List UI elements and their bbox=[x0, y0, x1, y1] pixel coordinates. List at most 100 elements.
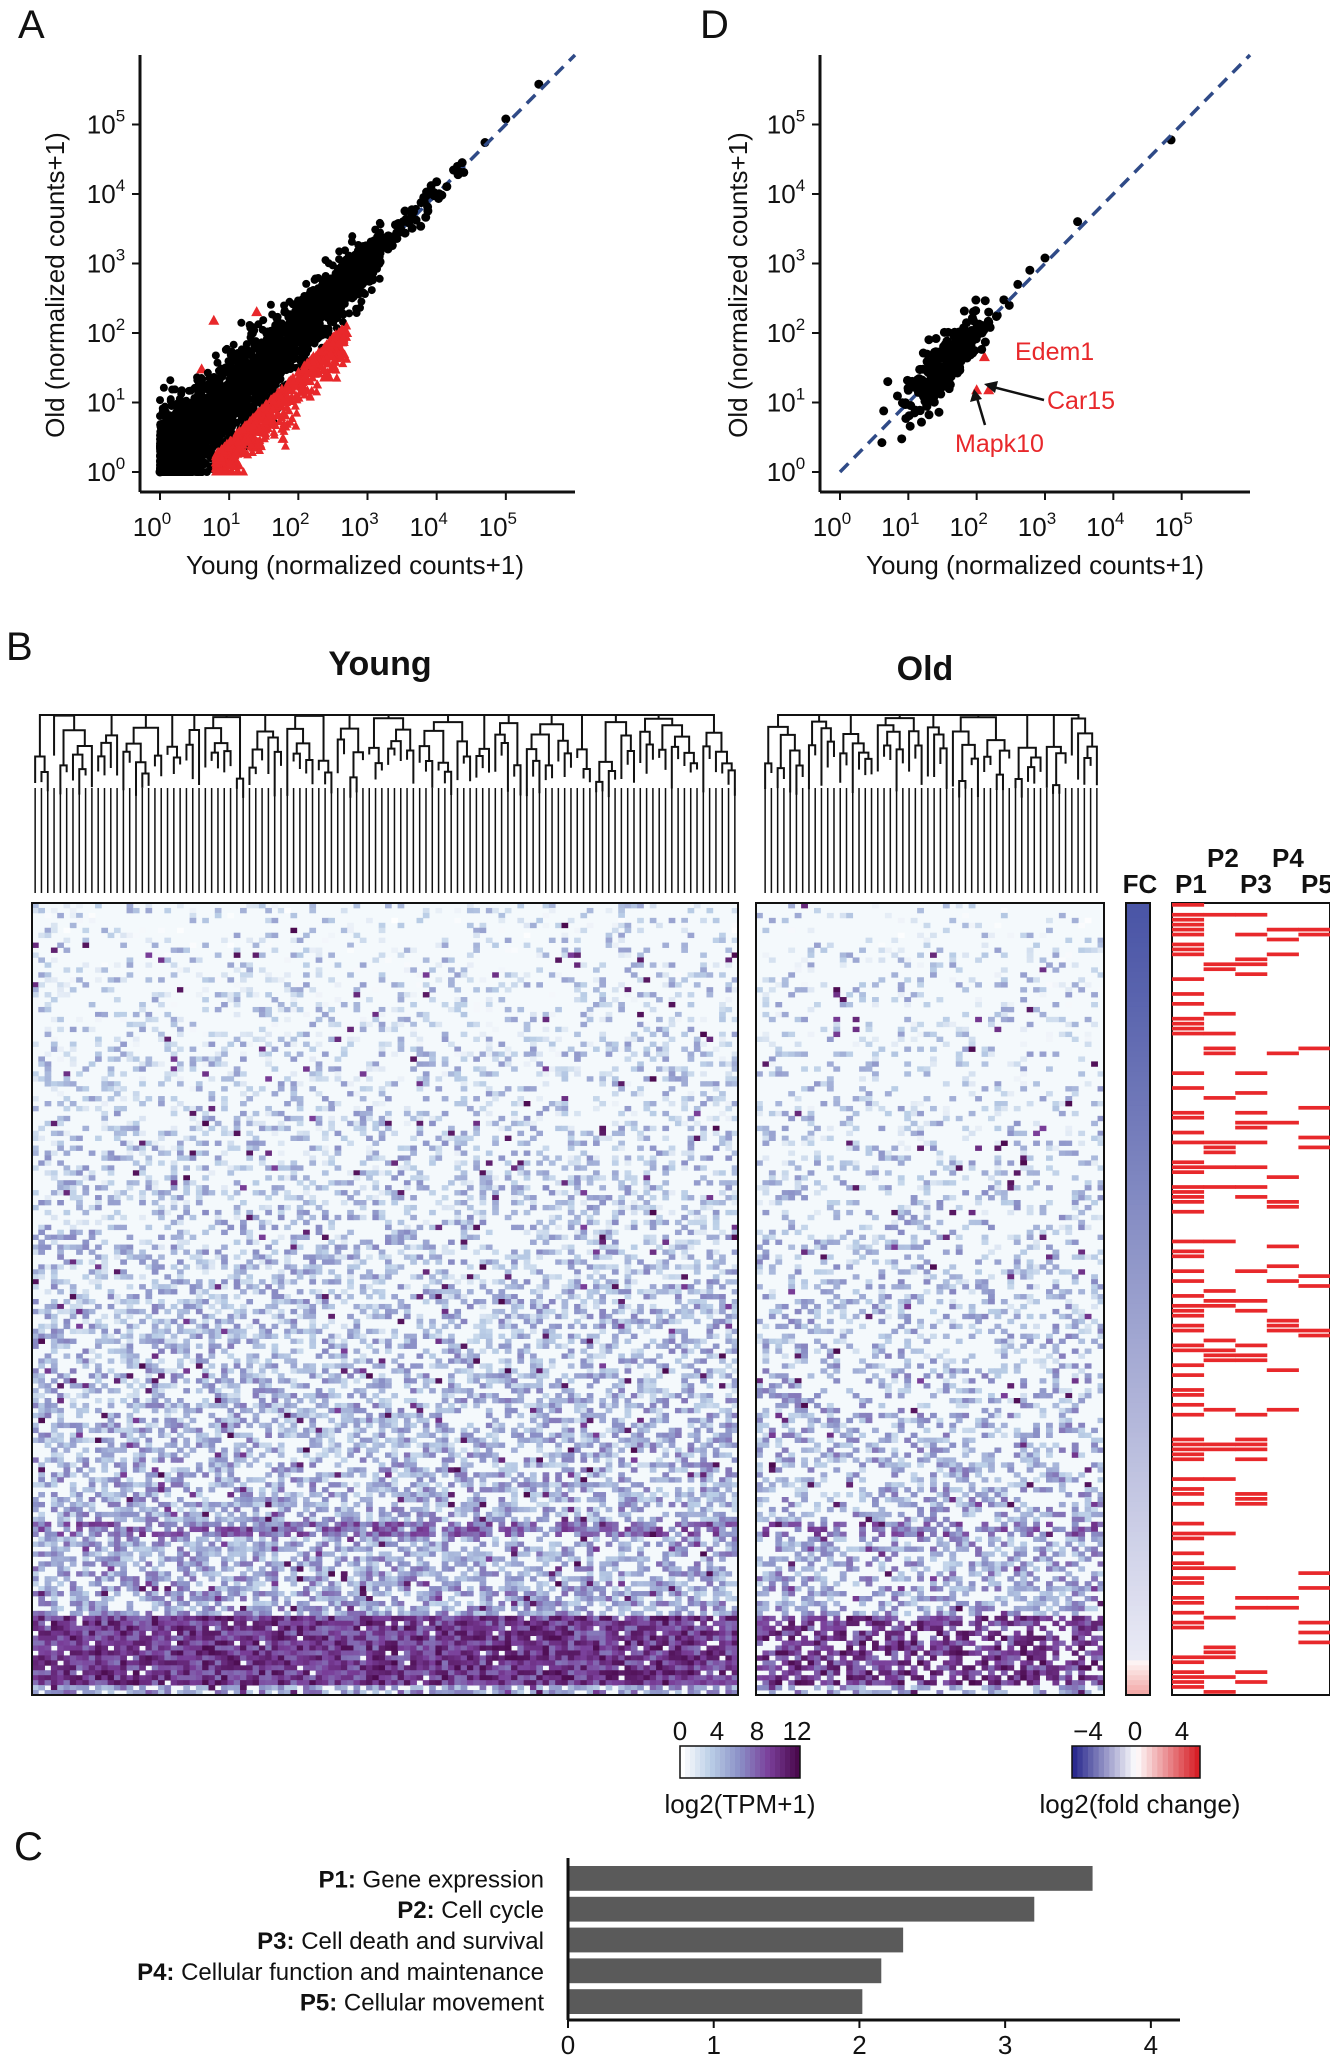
data-point bbox=[326, 317, 335, 326]
data-point bbox=[216, 385, 225, 394]
heatmap-cell bbox=[429, 1051, 436, 1057]
heatmap-cell bbox=[63, 967, 71, 973]
dendrogram-branch bbox=[958, 780, 967, 798]
heatmap-cell bbox=[397, 1036, 405, 1042]
heatmap-cell bbox=[315, 992, 323, 998]
heatmap-cell bbox=[240, 1056, 247, 1062]
heatmap-cell bbox=[265, 1041, 272, 1047]
data-point bbox=[259, 388, 268, 397]
heatmap-cell bbox=[164, 957, 172, 963]
heatmap-cell bbox=[448, 1006, 455, 1013]
heatmap-cell bbox=[290, 1006, 298, 1013]
dendrogram-branch bbox=[764, 762, 773, 789]
dendrogram-old bbox=[764, 714, 1098, 893]
dendrogram-branch bbox=[122, 750, 131, 791]
heatmap-cell bbox=[448, 977, 455, 983]
heatmap-cell bbox=[202, 942, 209, 948]
heatmap-cell bbox=[410, 1021, 417, 1028]
heatmap-cell bbox=[422, 1011, 430, 1018]
heatmap-cell bbox=[593, 1002, 600, 1008]
y-tick-label: 103 bbox=[87, 246, 125, 279]
heatmap-cell bbox=[555, 1066, 562, 1072]
dendrogram-branch bbox=[767, 725, 789, 764]
heatmap-cell bbox=[555, 922, 562, 929]
heatmap-cell bbox=[479, 977, 487, 983]
heatmap-cell bbox=[662, 1026, 670, 1033]
heatmap-cell bbox=[227, 977, 235, 983]
heatmap-cell bbox=[107, 977, 115, 983]
heatmap-cell bbox=[189, 942, 197, 948]
data-point bbox=[185, 457, 194, 466]
data-point bbox=[166, 395, 175, 404]
heatmap-cell bbox=[126, 1031, 134, 1038]
heatmap-cell bbox=[271, 1046, 279, 1052]
x-tick-exponent: 0 bbox=[842, 509, 851, 528]
heatmap-cell bbox=[378, 922, 386, 929]
heatmap-cell bbox=[315, 972, 323, 978]
heatmap-cell bbox=[542, 912, 550, 919]
heatmap-cell bbox=[674, 992, 682, 998]
heatmap-cell bbox=[397, 1041, 405, 1047]
heatmap-cell bbox=[82, 937, 90, 943]
data-point bbox=[191, 404, 200, 413]
heatmap-cell bbox=[63, 927, 71, 934]
heatmap-cell bbox=[170, 1021, 178, 1028]
heatmap-cell bbox=[145, 952, 153, 958]
heatmap-cell bbox=[271, 997, 279, 1003]
heatmap-cell bbox=[706, 907, 714, 914]
heatmap-cell bbox=[170, 1051, 178, 1057]
heatmap-cell bbox=[454, 997, 462, 1003]
data-point bbox=[957, 335, 967, 345]
heatmap-cell bbox=[101, 987, 109, 993]
heatmap-cell bbox=[50, 997, 58, 1003]
heatmap-cell bbox=[277, 1002, 285, 1008]
data-point bbox=[156, 421, 165, 430]
heatmap-cell bbox=[82, 942, 90, 948]
heatmap-cell bbox=[529, 1056, 537, 1062]
heatmap-cell bbox=[719, 932, 726, 939]
heatmap-cell bbox=[359, 962, 367, 968]
heatmap-cell bbox=[321, 1002, 329, 1008]
heatmap-cell bbox=[44, 927, 52, 934]
heatmap-cell bbox=[296, 1006, 304, 1013]
dendrogram-branch bbox=[443, 770, 453, 795]
heatmap-cell bbox=[303, 982, 310, 988]
heatmap-cell bbox=[416, 1041, 424, 1047]
heatmap-cell bbox=[321, 1051, 329, 1057]
heatmap-cell bbox=[410, 967, 417, 973]
heatmap-cell bbox=[630, 1051, 638, 1057]
heatmap-cell bbox=[643, 1046, 651, 1052]
heatmap-cell bbox=[151, 1026, 159, 1033]
x-tick-label: 102 bbox=[949, 509, 987, 542]
heatmap-cell bbox=[517, 1006, 525, 1013]
heatmap-cell bbox=[681, 1046, 688, 1052]
heatmap-cell bbox=[485, 1036, 493, 1042]
heatmap-cell bbox=[479, 922, 487, 929]
x-tick-exponent: 5 bbox=[1183, 509, 1192, 528]
heatmap-cell bbox=[113, 997, 121, 1003]
heatmap-cell bbox=[429, 1056, 436, 1062]
heatmap-cell bbox=[706, 1051, 714, 1057]
heatmap-cell bbox=[176, 1026, 184, 1033]
heatmap-cell bbox=[328, 977, 335, 983]
heatmap-cell bbox=[637, 992, 644, 998]
data-point bbox=[335, 247, 344, 256]
point-cloud bbox=[877, 295, 1001, 448]
data-point bbox=[198, 447, 207, 456]
heatmap-cell bbox=[214, 992, 222, 998]
data-point bbox=[288, 300, 297, 309]
data-point bbox=[291, 309, 300, 318]
y-tick-label: 101 bbox=[767, 385, 805, 418]
heatmap-cell bbox=[561, 932, 569, 939]
dendrogram-branch bbox=[986, 739, 1006, 757]
heatmap-cell bbox=[611, 927, 619, 934]
heatmap-cell bbox=[120, 1016, 127, 1023]
heatmap-cell bbox=[454, 1046, 462, 1052]
heatmap-cell bbox=[126, 962, 134, 968]
heatmap-cell bbox=[145, 1016, 153, 1023]
data-point bbox=[924, 410, 934, 420]
heatmap-cell bbox=[542, 952, 550, 958]
data-point bbox=[984, 317, 994, 327]
heatmap-cell bbox=[195, 972, 203, 978]
heatmap-cell bbox=[258, 937, 266, 943]
